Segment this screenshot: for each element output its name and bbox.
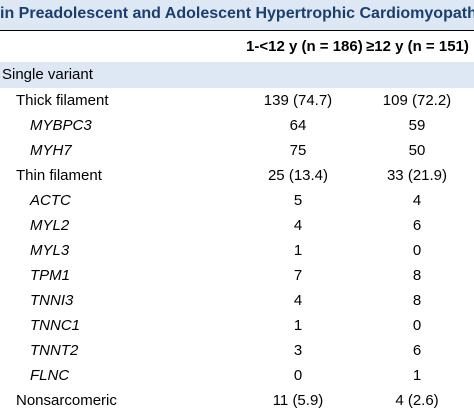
section-label: Single variant bbox=[2, 66, 93, 83]
row-value-col2: 33 (21.9) bbox=[386, 167, 448, 184]
row-value-col1: 1 bbox=[293, 317, 303, 334]
column-header-2: ≥12 y (n = 151) bbox=[366, 38, 469, 55]
row-label: TNNC1 bbox=[30, 317, 81, 334]
table-row: MYBPC3 64 59 bbox=[0, 114, 474, 138]
row-value-col2: 1 bbox=[412, 367, 422, 384]
title-bar: in Preadolescent and Adolescent Hypertro… bbox=[0, 0, 474, 30]
row-value-col2: 59 bbox=[408, 117, 426, 134]
table-row: MYH7 75 50 bbox=[0, 139, 474, 163]
row-value-col1: 0 bbox=[293, 367, 303, 384]
table-row: TNNC1 1 0 bbox=[0, 314, 474, 338]
row-value-col2: 6 bbox=[412, 342, 422, 359]
row-label: TNNT2 bbox=[30, 342, 79, 359]
row-value-col1: 139 (74.7) bbox=[263, 92, 333, 109]
row-value-col1: 4 bbox=[293, 217, 303, 234]
table-row: ACTC 5 4 bbox=[0, 189, 474, 213]
table-row: TNNT2 3 6 bbox=[0, 339, 474, 363]
table-row: MYL2 4 6 bbox=[0, 214, 474, 238]
row-value-col2: 109 (72.2) bbox=[382, 92, 452, 109]
row-value-col1: 7 bbox=[293, 267, 303, 284]
row-value-col1: 75 bbox=[289, 142, 307, 159]
row-value-col2: 6 bbox=[412, 217, 422, 234]
table-row: Thin filament 25 (13.4) 33 (21.9) bbox=[0, 164, 474, 188]
row-value-col1: 5 bbox=[293, 192, 303, 209]
row-label: MYL3 bbox=[30, 242, 70, 259]
table-row: Thick filament 139 (74.7) 109 (72.2) bbox=[0, 89, 474, 113]
row-value-col2: 4 bbox=[412, 192, 422, 209]
table-row: Nonsarcomeric 11 (5.9) 4 (2.6) bbox=[0, 389, 474, 413]
table-row: TNNI3 4 8 bbox=[0, 289, 474, 313]
row-value-col1: 25 (13.4) bbox=[267, 167, 329, 184]
row-label: MYH7 bbox=[30, 142, 72, 159]
table-row: MYL3 1 0 bbox=[0, 239, 474, 263]
table-title: in Preadolescent and Adolescent Hypertro… bbox=[0, 5, 474, 22]
row-value-col2: 50 bbox=[408, 142, 426, 159]
row-value-col1: 1 bbox=[293, 242, 303, 259]
column-header-1: 1-<12 y (n = 186) bbox=[246, 38, 363, 55]
row-label: FLNC bbox=[30, 367, 70, 384]
row-value-col1: 64 bbox=[289, 117, 307, 134]
table-row: TPM1 7 8 bbox=[0, 264, 474, 288]
section-band: Single variant bbox=[0, 62, 474, 88]
row-label: Nonsarcomeric bbox=[16, 392, 117, 409]
row-value-col2: 8 bbox=[412, 292, 422, 309]
row-label: MYL2 bbox=[30, 217, 70, 234]
row-label: Thin filament bbox=[16, 167, 102, 184]
row-label: TNNI3 bbox=[30, 292, 74, 309]
row-value-col2: 0 bbox=[412, 317, 422, 334]
top-rule bbox=[0, 30, 474, 31]
row-value-col1: 4 bbox=[293, 292, 303, 309]
row-label: TPM1 bbox=[30, 267, 71, 284]
row-value-col2: 8 bbox=[412, 267, 422, 284]
row-value-col1: 3 bbox=[293, 342, 303, 359]
row-label: Thick filament bbox=[16, 92, 109, 109]
row-value-col1: 11 (5.9) bbox=[272, 392, 324, 409]
table-row: FLNC 0 1 bbox=[0, 364, 474, 388]
row-value-col2: 0 bbox=[412, 242, 422, 259]
row-label: MYBPC3 bbox=[30, 117, 92, 134]
row-label: ACTC bbox=[30, 192, 71, 209]
row-value-col2: 4 (2.6) bbox=[395, 392, 439, 409]
